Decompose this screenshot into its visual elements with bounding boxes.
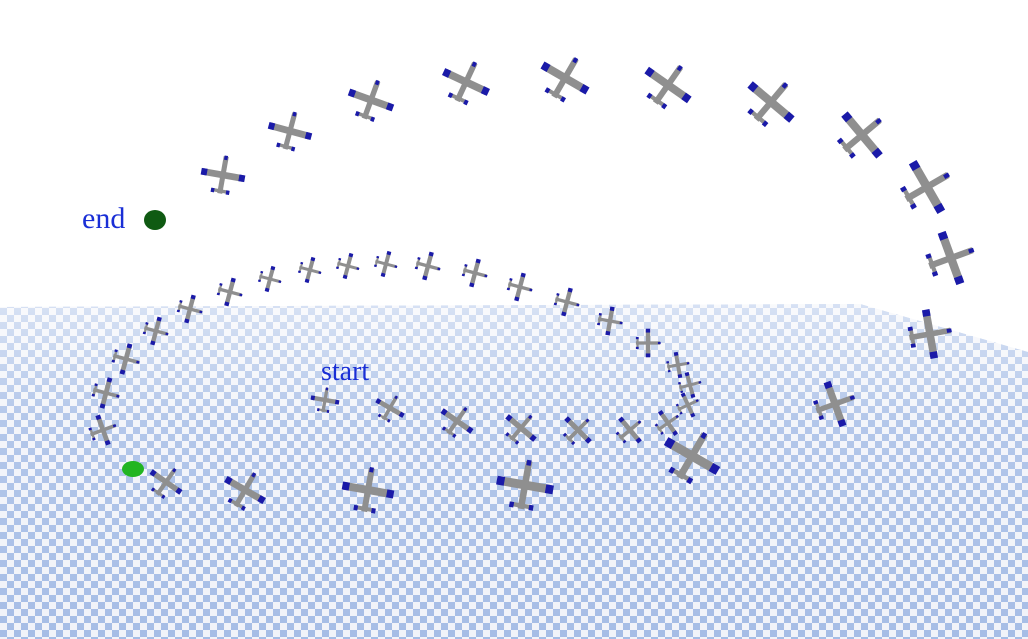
plane-icon <box>347 79 395 122</box>
plane-icon <box>813 380 856 428</box>
plane-icon <box>644 65 692 110</box>
plane-icon <box>925 230 975 286</box>
plane-icon <box>414 251 441 281</box>
plane-icon <box>176 294 203 324</box>
plane-icon <box>373 250 398 278</box>
plane-icon <box>461 258 488 288</box>
plane-icon <box>615 416 642 444</box>
plane-icon <box>440 407 474 439</box>
plane-icon <box>654 410 679 436</box>
plane-icon <box>310 387 340 413</box>
plane-icon <box>224 472 266 511</box>
plane-icon <box>666 351 690 379</box>
plane-icon <box>442 61 490 106</box>
start-marker-icon <box>122 461 144 477</box>
plane-icon <box>91 377 120 409</box>
plane-icon <box>907 309 952 359</box>
plane-icon <box>663 431 721 485</box>
end-marker-icon <box>144 210 166 230</box>
plane-icon <box>597 306 623 336</box>
plane-icon <box>375 395 405 423</box>
plane-icon <box>562 416 592 446</box>
plane-icon <box>747 81 795 128</box>
plane-icon <box>836 111 883 159</box>
plane-icon <box>506 272 533 302</box>
plane-icon <box>677 371 702 399</box>
ground-plane <box>0 304 1028 639</box>
end-label: end <box>82 202 126 235</box>
plane-icon <box>899 160 951 214</box>
plane-icon <box>200 155 246 196</box>
plane-icon <box>540 57 590 103</box>
plane-icon <box>505 414 537 445</box>
plane-icon <box>142 316 169 346</box>
plane-icon <box>297 256 322 284</box>
start-label: start <box>321 356 370 387</box>
plane-icon <box>553 287 580 317</box>
aircraft-trajectory <box>88 57 975 514</box>
plane-icon <box>267 111 313 152</box>
plane-icon <box>341 467 395 514</box>
plane-icon <box>111 343 140 375</box>
plane-icon <box>257 265 282 293</box>
plane-icon <box>216 277 243 307</box>
plane-icon <box>635 328 661 358</box>
plane-icon <box>149 468 183 500</box>
plane-icon <box>675 392 699 418</box>
plane-icon <box>335 252 360 280</box>
plane-icon <box>496 459 554 511</box>
plane-icon <box>88 414 117 446</box>
